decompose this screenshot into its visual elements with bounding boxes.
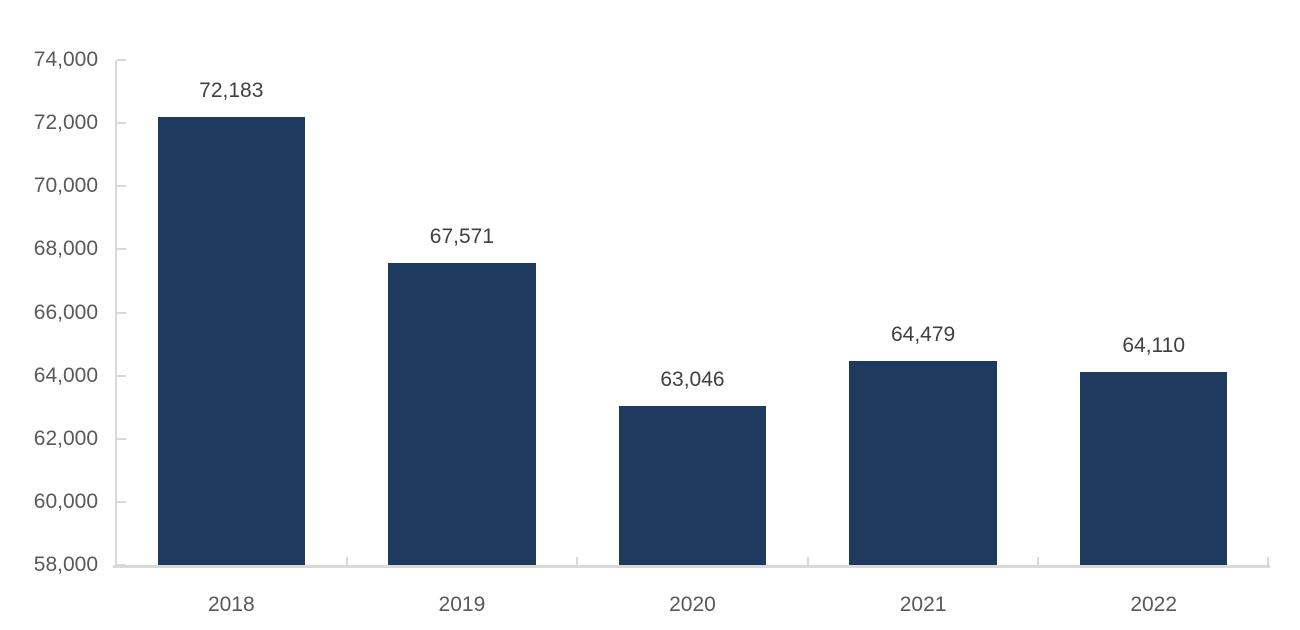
y-axis-tick bbox=[117, 437, 126, 440]
x-axis-category-label: 2020 bbox=[669, 593, 716, 616]
bar-2022[interactable] bbox=[1079, 372, 1228, 565]
x-axis-tick bbox=[1267, 557, 1269, 565]
y-axis-tick bbox=[117, 248, 126, 251]
y-axis-tick bbox=[117, 122, 126, 125]
bar-value-label: 64,110 bbox=[1122, 334, 1186, 358]
bar-2020[interactable] bbox=[618, 405, 767, 565]
y-axis-tick bbox=[117, 500, 126, 503]
x-axis-category-label: 2022 bbox=[1130, 593, 1178, 616]
x-axis-line bbox=[113, 565, 1270, 568]
y-axis-tick bbox=[117, 564, 126, 566]
x-axis-category-label: 2021 bbox=[899, 593, 947, 616]
y-axis-tick-label: 60,000 bbox=[33, 489, 98, 513]
bar-2021[interactable] bbox=[849, 360, 997, 565]
y-axis-tick-label: 68,000 bbox=[33, 237, 98, 261]
y-axis-tick-label: 72,000 bbox=[33, 111, 98, 135]
y-axis-line bbox=[115, 60, 117, 568]
bar-2019[interactable] bbox=[388, 262, 536, 565]
bar-value-label: 63,046 bbox=[660, 367, 725, 391]
bar-value-label: 64,479 bbox=[890, 322, 956, 346]
y-axis-tick bbox=[117, 374, 126, 377]
y-axis-tick bbox=[117, 185, 126, 188]
y-axis-tick-label: 70,000 bbox=[33, 174, 98, 198]
y-axis-tick-label: 58,000 bbox=[33, 553, 98, 576]
y-axis-tick-label: 66,000 bbox=[33, 300, 98, 324]
y-axis-tick-label: 74,000 bbox=[33, 48, 98, 71]
x-axis-tick bbox=[345, 557, 348, 565]
x-axis-tick bbox=[576, 557, 579, 565]
y-axis-tick bbox=[117, 59, 126, 61]
y-axis-tick-label: 64,000 bbox=[33, 363, 98, 387]
x-axis-category-label: 2018 bbox=[207, 593, 255, 616]
bar-2018[interactable] bbox=[157, 117, 306, 565]
bar-value-label: 67,571 bbox=[429, 224, 494, 248]
y-axis-tick-label: 62,000 bbox=[33, 426, 98, 450]
y-axis-tick bbox=[117, 311, 126, 314]
x-axis-category-label: 2019 bbox=[438, 593, 486, 616]
x-axis-tick bbox=[806, 557, 809, 565]
x-axis-tick bbox=[1037, 557, 1040, 565]
bar-value-label: 72,183 bbox=[199, 79, 264, 103]
